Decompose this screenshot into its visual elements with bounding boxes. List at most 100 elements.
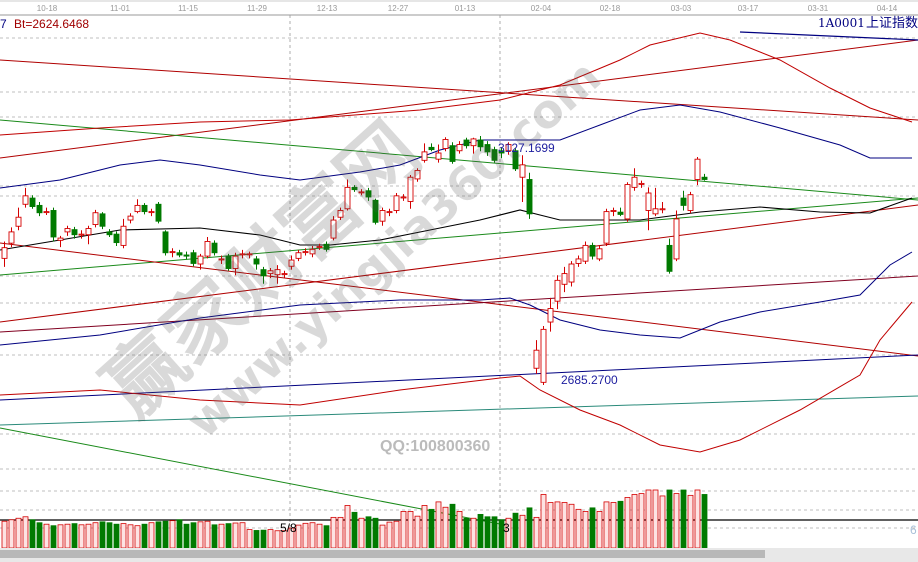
candle [652,187,659,217]
candle-body [463,139,470,147]
candle-body [526,179,533,215]
candle-body [372,199,379,223]
candle-body [554,279,561,302]
candle [694,156,701,186]
candle [393,193,400,214]
x-tick-label: 04-14 [877,4,898,13]
candle [498,147,505,159]
horizontal-scrollbar[interactable] [0,548,918,562]
candle-body [120,225,127,246]
candle [400,194,407,201]
candle [330,216,337,241]
candle [253,256,260,270]
candle [512,148,519,172]
candle-body [610,210,617,212]
candle [155,202,162,224]
candle [78,230,85,239]
candle [372,198,379,225]
volume-bar [134,525,141,549]
candle-body [239,253,246,256]
candle-body [470,138,477,147]
candle-body [71,229,78,236]
watermark-qq: QQ:100800360 [380,438,490,455]
x-tick-label: 11-29 [247,4,267,13]
volume-bar [106,522,113,549]
candle-body [92,212,99,226]
candle [169,248,176,258]
candle-body [624,184,631,220]
volume-bar [183,523,190,549]
volume-bar [36,522,43,549]
volume-bar [393,520,400,549]
volume-bar [589,507,596,549]
volume-bar [113,523,120,549]
candle-body [694,158,701,180]
candle-body [379,210,386,222]
candle [582,241,589,265]
volume-bar [456,511,463,549]
candle-body [484,144,491,153]
candle [554,275,561,310]
volume-bar [204,520,211,549]
candle-body [512,150,519,170]
candle [428,143,435,152]
volume-bar [78,524,85,549]
candle [85,225,92,245]
trend-line [0,39,918,159]
candle [638,180,645,188]
volume-bar [246,529,253,549]
candle-body [162,231,169,254]
candle [414,168,421,182]
candle [631,168,638,191]
candle-body [589,244,596,257]
candle [211,240,218,256]
candle [701,173,708,181]
candle [519,155,526,203]
candle-body [568,263,575,283]
candle [239,249,246,259]
candle-body [337,210,344,218]
trend-line [0,354,918,401]
candle-body [176,252,183,256]
trend-line [0,395,918,426]
candle [666,238,673,274]
candle-body [15,216,22,227]
volume-bar [64,523,71,549]
volume-bar [1,520,8,549]
volume-bar [239,522,246,549]
candle [246,251,253,259]
candle [92,209,99,228]
x-tick-label: 03-31 [808,4,829,13]
volume-bar [400,511,407,549]
candle-body [477,139,484,148]
x-tick-label: 10-18 [37,4,58,13]
candle [183,251,190,260]
volume-bar [169,520,176,549]
volume-bars [1,489,708,549]
volume-bar [470,517,477,549]
volume-bar [435,501,442,549]
volume-bar [463,517,470,549]
volume-bar [680,489,687,549]
candle [673,210,680,262]
date-axis: 10-18 11-01 11-15 11-29 12-13 12-27 01-13 02-04… [0,0,918,16]
candle-body [211,242,218,254]
candle-body [631,176,638,188]
header-index: 7 [0,17,7,31]
candle-body [414,170,421,180]
candle [274,265,281,284]
candle [680,190,687,211]
volume-bar [225,523,232,549]
x-tick-label: 11-01 [110,4,130,13]
candle-body [666,244,673,272]
volume-bar [428,508,435,549]
volume-bar [232,522,239,549]
candle [99,212,106,230]
candle-body [29,197,36,207]
volume-bar [379,524,386,549]
scrollbar-thumb[interactable] [0,550,765,558]
volume-bar [386,521,393,549]
candle-body [43,211,50,214]
moving-average-line [0,197,913,251]
